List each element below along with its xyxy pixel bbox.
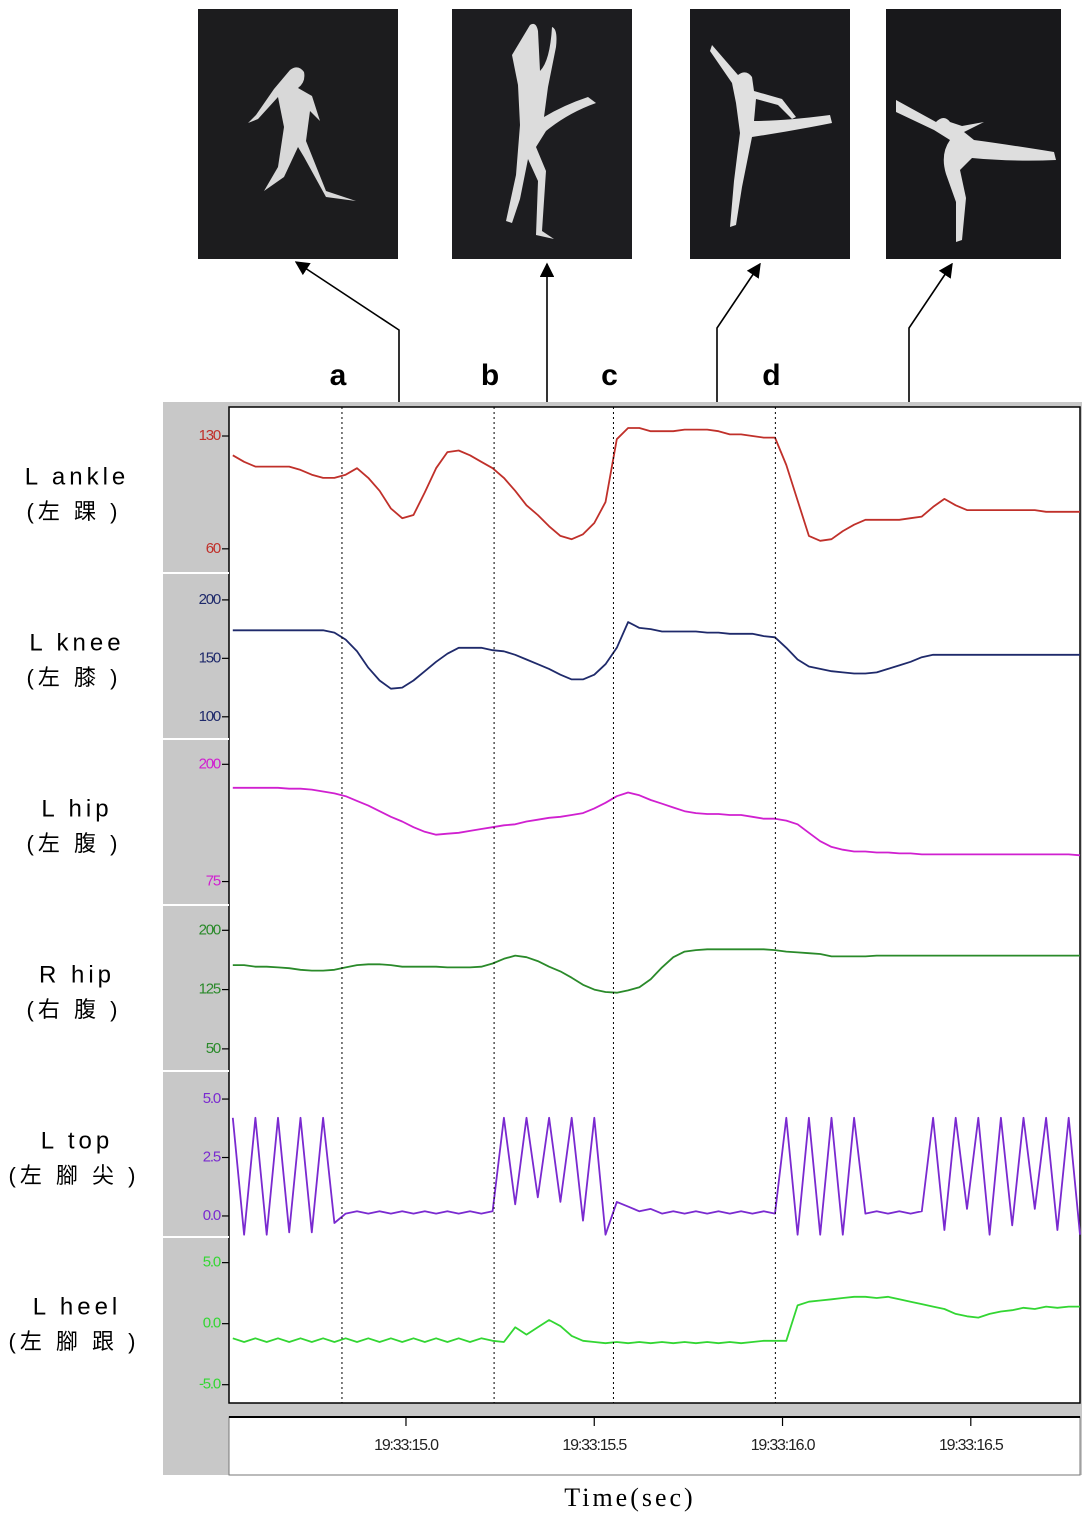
arrows	[296, 262, 952, 402]
arrow	[296, 262, 399, 402]
row-label-zh: (左 踝 )	[27, 499, 122, 524]
x-tick-label: 19:33:16.0	[751, 1437, 816, 1454]
y-tick-label: -5.0	[199, 1376, 221, 1393]
y-tick-label: 50	[206, 1040, 221, 1057]
row-label: R hip	[39, 961, 115, 988]
row-label-zh: (左 腹 )	[27, 831, 122, 856]
y-tick-label: 60	[206, 540, 221, 557]
y-tick-label: 75	[206, 873, 221, 890]
row-label: L hip	[41, 795, 112, 822]
plot-area	[229, 407, 1080, 1403]
arrow	[717, 264, 760, 402]
event-label: b	[481, 359, 499, 392]
y-tick-label: 5.0	[203, 1090, 221, 1107]
y-tick-label: 5.0	[203, 1254, 221, 1271]
event-label: c	[601, 359, 618, 392]
row-label-zh: (左 膝 )	[27, 665, 122, 690]
x-axis-title: Time(sec)	[564, 1483, 695, 1512]
event-label: a	[330, 359, 347, 392]
page: Time(sec) 60 130 L ankle (左 踝 ) 100 150 200 L k…	[0, 0, 1082, 1517]
row-label-zh: (左 腳 尖 )	[9, 1163, 140, 1188]
y-tick-label: 130	[199, 427, 221, 444]
photo-a	[198, 9, 398, 259]
y-tick-label: 2.5	[203, 1148, 221, 1165]
y-tick-label: 0.0	[203, 1207, 221, 1224]
row-label-zh: (右 腹 )	[27, 997, 122, 1022]
y-tick-label: 200	[199, 755, 221, 772]
row-label: L top	[41, 1127, 114, 1154]
x-tick-label: 19:33:16.5	[939, 1437, 1004, 1454]
row-label: L knee	[29, 629, 124, 656]
arrow	[909, 264, 952, 402]
x-tick-label: 19:33:15.5	[562, 1437, 627, 1454]
chart: Time(sec) 60 130 L ankle (左 踝 ) 100 150 200 L k…	[0, 0, 1082, 1517]
x-tick-label: 19:33:15.0	[374, 1437, 439, 1454]
row-label-zh: (左 腳 跟 )	[9, 1329, 140, 1354]
row-label: L heel	[33, 1293, 122, 1320]
y-tick-label: 125	[199, 981, 221, 998]
event-label: d	[762, 359, 780, 392]
y-tick-label: 100	[199, 708, 221, 725]
y-tick-label: 200	[199, 921, 221, 938]
y-tick-label: 150	[199, 649, 221, 666]
y-tick-label: 200	[199, 591, 221, 608]
row-label: L ankle	[25, 463, 130, 490]
photo-b	[452, 9, 632, 259]
photo-c	[690, 9, 850, 259]
photo-d	[886, 9, 1061, 259]
y-tick-label: 0.0	[203, 1315, 221, 1332]
